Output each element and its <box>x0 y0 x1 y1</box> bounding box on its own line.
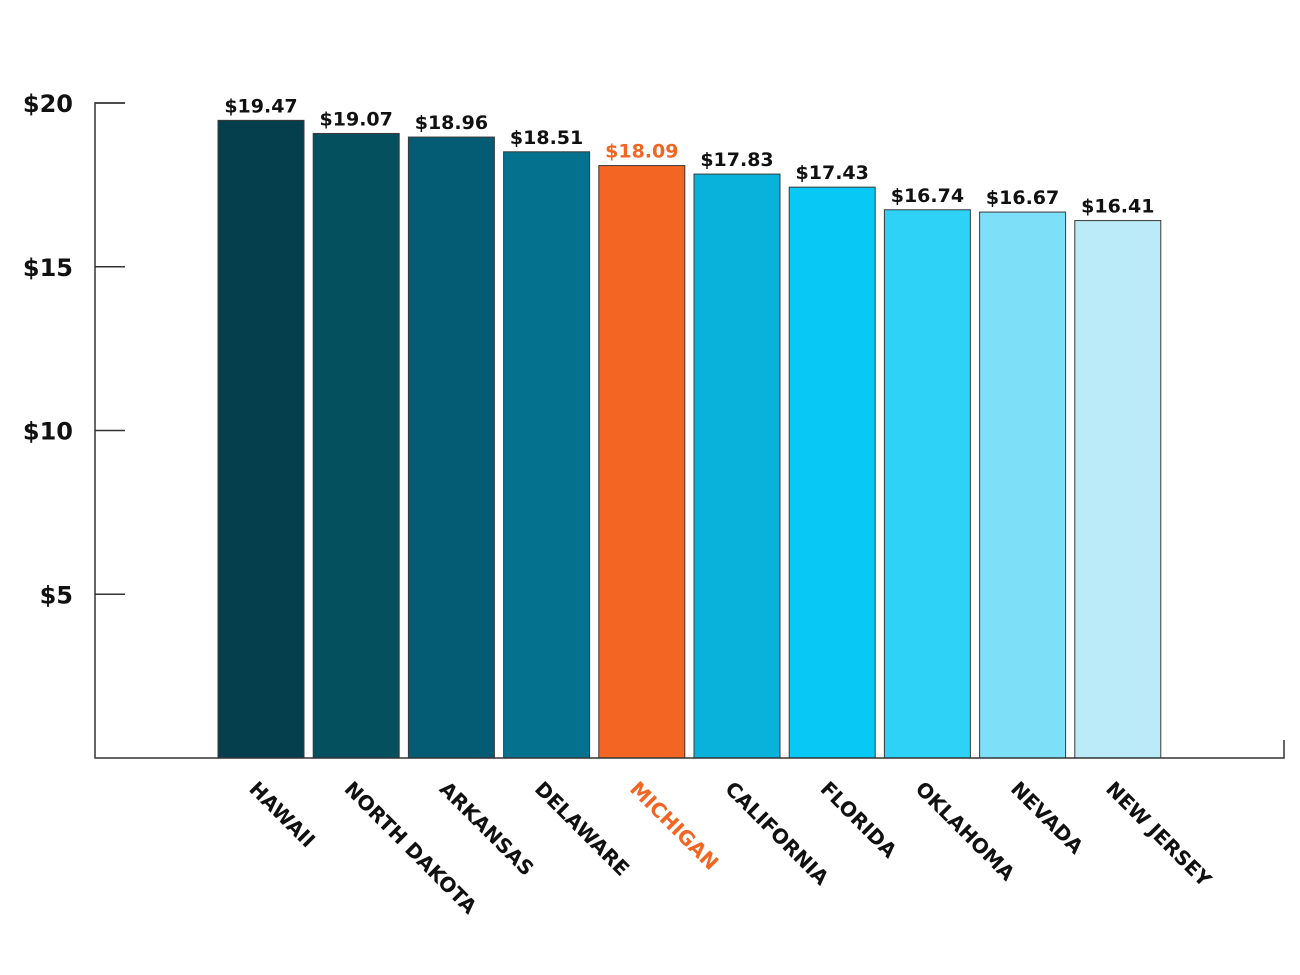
bar-arkansas <box>407 136 495 759</box>
value-label-nevada: $16.67 <box>986 187 1059 209</box>
value-label-oklahoma: $16.74 <box>891 185 964 207</box>
category-label-arkansas: ARKANSAS <box>435 777 539 881</box>
value-label-new-jersey: $16.41 <box>1081 196 1154 218</box>
category-label-nevada: NEVADA <box>1006 777 1088 859</box>
category-label-hawaii: HAWAII <box>244 777 320 853</box>
bar-delaware <box>503 151 591 759</box>
category-label-florida: FLORIDA <box>816 777 902 863</box>
category-label-michigan: MICHIGAN <box>625 777 723 875</box>
bar-florida <box>788 186 876 759</box>
y-tick-label: $20 <box>23 90 73 118</box>
bar-nevada <box>979 211 1067 759</box>
value-label-north-dakota: $19.07 <box>320 108 393 130</box>
bar-north-dakota <box>312 132 400 759</box>
category-label-new-jersey: NEW JERSEY <box>1101 777 1216 892</box>
value-label-delaware: $18.51 <box>510 127 583 149</box>
category-label-delaware: DELAWARE <box>530 777 634 881</box>
bars <box>217 119 1162 759</box>
y-tick-label: $5 <box>40 581 73 609</box>
axis-lines <box>94 102 1285 759</box>
value-labels: $19.47 $19.07 $18.96 $18.51 $18.09 $17.83 $17.… <box>224 95 1154 217</box>
value-label-hawaii: $19.47 <box>224 95 297 117</box>
bar-new-jersey <box>1074 220 1162 759</box>
bar-california <box>693 173 781 759</box>
category-label-oklahoma: OKLAHOMA <box>911 777 1020 886</box>
x-axis-labels: HAWAII NORTH DAKOTAARKANSASDELAWAREMICHIG… <box>244 777 1216 919</box>
bar-hawaii <box>217 119 305 759</box>
value-label-arkansas: $18.96 <box>415 112 488 134</box>
y-axis: $5 $10 $15 $20 <box>23 90 125 609</box>
value-label-florida: $17.43 <box>796 162 869 184</box>
bar-oklahoma <box>883 209 971 759</box>
y-tick-label: $10 <box>23 418 73 446</box>
bar-michigan <box>598 165 686 759</box>
y-tick-label: $15 <box>23 254 73 282</box>
value-label-california: $17.83 <box>700 149 773 171</box>
axes <box>94 102 1285 759</box>
value-label-michigan: $18.09 <box>605 141 678 163</box>
